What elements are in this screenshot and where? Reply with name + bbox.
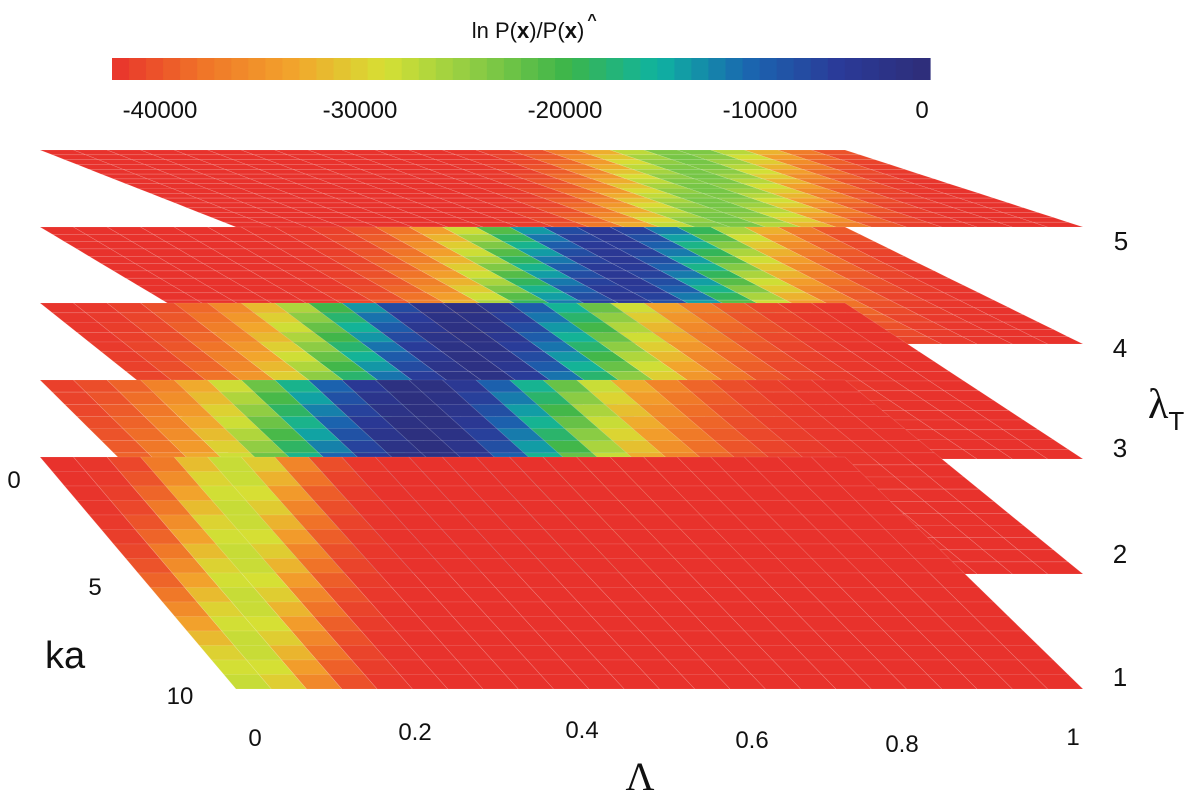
colorbar-cell (606, 58, 624, 80)
colorbar-tick-labels: -40000 -30000 -20000 -10000 0 (123, 97, 929, 124)
colorbar-tick-label: -10000 (723, 97, 798, 124)
colorbar-cell (759, 58, 778, 80)
colorbar-cell (555, 58, 573, 80)
colorbar-cell (589, 58, 607, 80)
z-axis-label: λT (1148, 382, 1184, 436)
colorbar-cell (146, 58, 164, 80)
colorbar-cell (912, 58, 931, 80)
colorbar-cell (538, 58, 556, 80)
colorbar-cell (486, 58, 505, 80)
colorbar-cell (384, 58, 403, 80)
colorbar-cell (521, 58, 539, 80)
heatmap-cell (1032, 221, 1084, 228)
colorbar-tick-label: -40000 (123, 97, 198, 124)
y-axis-tick-labels: 0 5 10 (7, 467, 193, 710)
colorbar-cell (878, 58, 897, 80)
z-tick-label: 1 (1113, 662, 1127, 692)
y-tick-label: 10 (167, 683, 194, 710)
y-tick-label: 0 (7, 467, 20, 494)
x-tick-label: 0.4 (565, 717, 598, 744)
colorbar-cell (742, 58, 761, 80)
heatmap-cell (1032, 674, 1084, 690)
colorbar-tick-label: -30000 (323, 97, 398, 124)
colorbar-cell (776, 58, 795, 80)
heatmap-layers (38, 149, 1085, 690)
heatmap-cell (1032, 561, 1084, 575)
colorbar-cell (674, 58, 693, 80)
colorbar-cell (844, 58, 863, 80)
heatmap-cell (1032, 336, 1084, 345)
x-tick-label: 0.6 (735, 727, 768, 754)
colorbar-tick-label: -20000 (528, 97, 603, 124)
colorbar-cell (401, 58, 420, 80)
heatmap-layer (39, 456, 1084, 690)
colorbar-cell (793, 58, 812, 80)
y-tick-label: 5 (88, 574, 101, 601)
colorbar-cell (503, 58, 522, 80)
z-axis-tick-labels: 1 2 3 4 5 (1113, 226, 1128, 692)
colorbar-cell (248, 58, 266, 80)
heatmap-cell (1031, 448, 1085, 460)
colorbar-cell (231, 58, 249, 80)
colorbar-cell (572, 58, 590, 80)
colorbar-cell (180, 58, 198, 80)
colorbar-cell (316, 58, 335, 80)
colorbar-cell (214, 58, 232, 80)
colorbar-cell (691, 58, 710, 80)
colorbar-cell (299, 58, 318, 80)
x-axis-tick-labels: 0 0.2 0.4 0.6 0.8 1 (248, 717, 1079, 758)
x-axis-label: Λ (625, 754, 654, 797)
colorbar-cell (827, 58, 846, 80)
colorbar-cell (418, 58, 437, 80)
z-tick-label: 3 (1113, 433, 1127, 463)
x-tick-label: 0 (248, 725, 261, 752)
colorbar-cell (657, 58, 675, 80)
z-tick-label: 5 (1114, 226, 1128, 256)
colorbar-cell (265, 58, 284, 80)
y-axis-label: ka (45, 635, 86, 677)
colorbar-cell (895, 58, 914, 80)
x-tick-label: 1 (1066, 724, 1079, 751)
colorbar-cell (435, 58, 454, 80)
colorbar-cell (282, 58, 301, 80)
colorbar-cell (333, 58, 352, 80)
colorbar-cell (810, 58, 829, 80)
colorbar-cell (725, 58, 744, 80)
heatmap-layer (39, 149, 1084, 228)
z-tick-label: 4 (1113, 333, 1127, 363)
colorbar-gradient (112, 58, 931, 80)
x-tick-label: 0.2 (398, 719, 431, 746)
x-tick-label: 0.8 (885, 731, 918, 758)
z-tick-label: 2 (1113, 539, 1127, 569)
colorbar-cell (640, 58, 658, 80)
colorbar-title: ln P(x)/P(x) (472, 18, 585, 43)
colorbar-cell (112, 58, 130, 80)
colorbar-cell (163, 58, 181, 80)
colorbar-cell (623, 58, 641, 80)
colorbar-cell (197, 58, 215, 80)
colorbar-title-hat: ^ (587, 12, 596, 29)
colorbar-cell (708, 58, 727, 80)
colorbar-cell (350, 58, 369, 80)
colorbar-cell (129, 58, 147, 80)
colorbar-cell (452, 58, 471, 80)
colorbar: ln P(x)/P(x) ^ -40000 -30000 -20000 -10000 0 (112, 12, 931, 124)
colorbar-cell (861, 58, 880, 80)
colorbar-cell (469, 58, 488, 80)
colorbar-tick-label: 0 (915, 97, 928, 124)
colorbar-cell (367, 58, 386, 80)
